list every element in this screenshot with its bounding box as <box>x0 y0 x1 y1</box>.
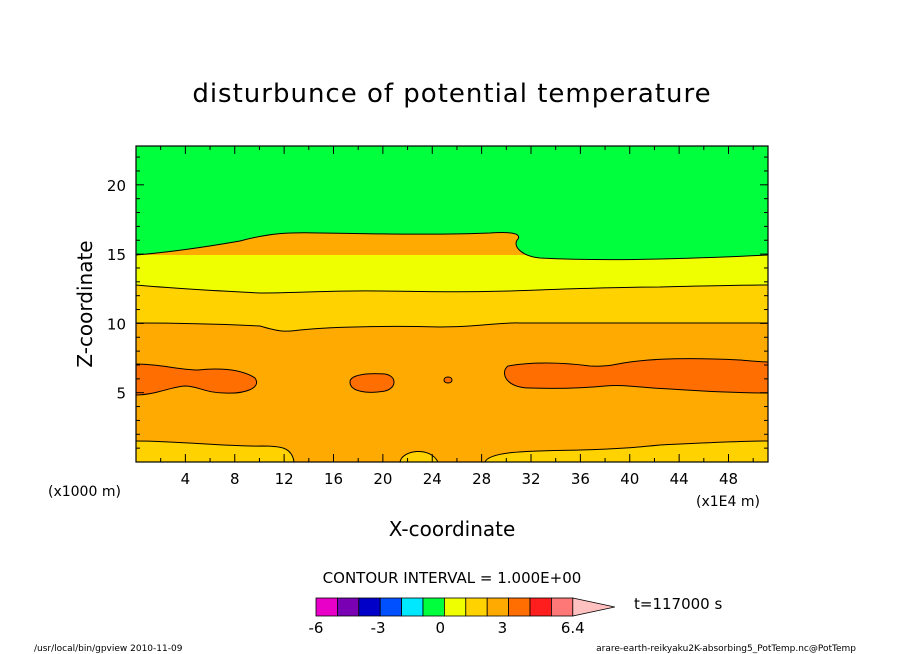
contour-interval-text: CONTOUR INTERVAL = 1.000E+00 <box>323 569 582 587</box>
x-tick-label: 44 <box>670 470 689 488</box>
x-tick-label: 12 <box>275 470 294 488</box>
chart-title: disturbunce of potential temperature <box>192 79 711 109</box>
colorbar-swatch <box>443 597 467 617</box>
plot-frame <box>135 145 769 463</box>
colorbar-swatch <box>508 597 531 617</box>
contour-region-level6 <box>136 146 768 260</box>
x-tick-label: 16 <box>324 470 343 488</box>
x-tick-label: 40 <box>620 470 639 488</box>
colorbar-swatch <box>336 597 360 617</box>
footer-right: arare-earth-reikyaku2K-absorbing5_PotTem… <box>596 644 856 654</box>
time-label: t=117000 s <box>634 595 722 613</box>
contour-lines <box>135 232 769 463</box>
x-tick-label: 8 <box>230 470 240 488</box>
x-tick-label: 48 <box>719 470 738 488</box>
x-tick-label: 24 <box>423 470 442 488</box>
x-tick-label: 4 <box>181 470 191 488</box>
x-tick-label: 32 <box>521 470 540 488</box>
plot-area <box>135 145 769 463</box>
colorbar-tick-label: -6 <box>309 619 324 637</box>
colorbar-swatch <box>401 597 424 617</box>
x-unit-left: (x1000 m) <box>48 484 121 500</box>
colorbar-swatch <box>529 597 552 617</box>
contour-region-lowband <box>485 441 768 462</box>
footer-left: /usr/local/bin/gpview 2010-11-09 <box>34 644 183 654</box>
colorbar-swatch <box>465 597 488 617</box>
x-axis-label: X-coordinate <box>389 517 516 541</box>
colorbar-tick-label: 3 <box>498 619 508 637</box>
colorbar-legend: -6 -3 0 3 6.4 <box>309 597 615 637</box>
y-axis: 5 10 15 20 <box>107 156 768 449</box>
contour-region-level7 <box>136 364 257 395</box>
x-tick-label: 20 <box>373 470 392 488</box>
y-tick-label: 15 <box>107 246 126 264</box>
x-axis: 4 8 12 16 20 24 28 32 36 40 44 48 <box>160 146 754 488</box>
colorbar-swatch <box>379 597 403 617</box>
colorbar-tick-label: -3 <box>371 619 386 637</box>
colorbar-swatch <box>358 597 381 617</box>
y-axis-label: Z-coordinate <box>73 240 97 367</box>
colorbar-triangle <box>572 597 615 617</box>
colorbar-swatch <box>315 597 338 617</box>
contour-region-level7 <box>444 377 452 383</box>
contour-region-level7 <box>504 358 768 393</box>
x-tick-label: 28 <box>472 470 491 488</box>
contour-region-lowband <box>400 451 438 462</box>
y-tick-label: 20 <box>107 177 126 195</box>
colorbar-swatch <box>422 597 445 617</box>
y-tick-label: 5 <box>116 385 126 403</box>
x-tick-label: 36 <box>571 470 590 488</box>
colorbar-swatch <box>486 597 510 617</box>
colorbar-swatch <box>551 597 574 617</box>
x-unit-right: (x1E4 m) <box>696 494 760 510</box>
colorbar-tick-label: 6.4 <box>561 619 585 637</box>
colorbar-tick-label: 0 <box>435 619 445 637</box>
contour-region-level7 <box>350 373 394 393</box>
y-tick-label: 10 <box>107 315 126 333</box>
contour-region-level5 <box>136 255 768 293</box>
